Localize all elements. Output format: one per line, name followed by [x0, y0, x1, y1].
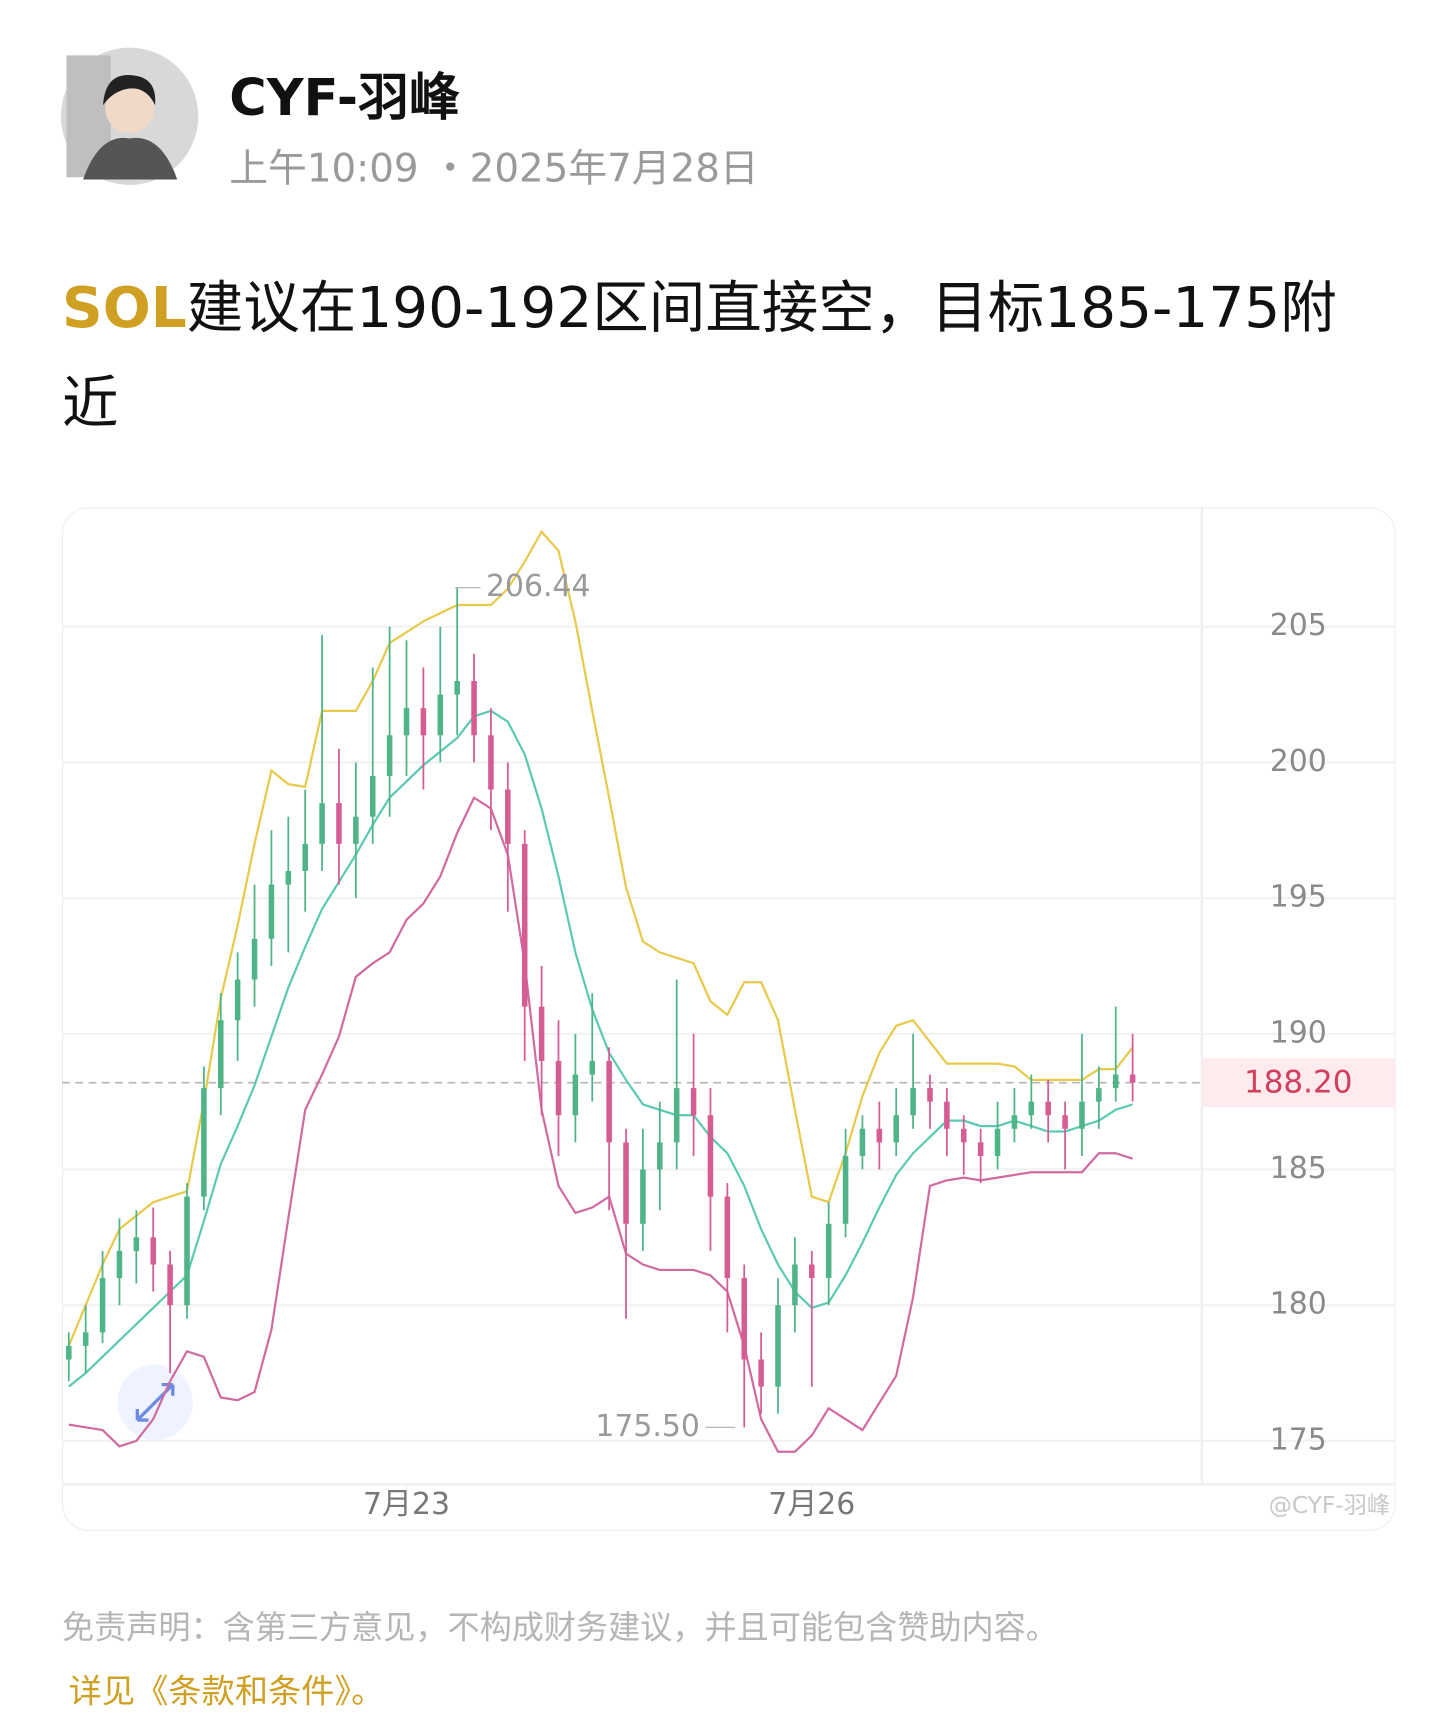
candle-body: [116, 1250, 123, 1279]
candle-body: [82, 1332, 89, 1346]
candle-body: [775, 1305, 781, 1387]
candle-body: [690, 1088, 697, 1116]
candle-body: [217, 1020, 224, 1089]
candle-body: [893, 1115, 899, 1143]
candle-body: [454, 681, 460, 695]
candle-body: [555, 1060, 562, 1116]
candle-body: [167, 1264, 173, 1306]
candle-body: [521, 843, 528, 1007]
candle-body: [66, 1345, 72, 1360]
candle-body: [353, 816, 359, 844]
candle-body: [471, 681, 477, 736]
candle-body: [505, 789, 511, 844]
x-tick-label: 7月26: [768, 1487, 855, 1522]
candle-body: [606, 1060, 612, 1143]
candle-body: [437, 694, 444, 736]
candle-body: [1028, 1101, 1035, 1116]
candle-body: [673, 1088, 680, 1143]
post-meta: 上午10:09 ・2025年7月28日: [229, 137, 758, 193]
post-date: ・2025年7月28日: [430, 147, 759, 192]
candle-body: [572, 1074, 579, 1116]
author-name[interactable]: CYF-羽峰: [229, 67, 460, 128]
candle-body: [285, 870, 292, 885]
candle-body: [336, 803, 342, 844]
y-tick-label: 195: [1270, 880, 1327, 915]
candle-body: [741, 1278, 748, 1360]
candle-body: [707, 1115, 714, 1197]
candle-body: [825, 1223, 832, 1279]
candle-body: [251, 938, 258, 980]
post-body: SOL建议在190-192区间直接空，目标185-175附近: [62, 261, 1391, 452]
candle-body: [319, 803, 325, 844]
candle-body: [927, 1088, 933, 1102]
max-label: 206.44: [486, 569, 591, 604]
post-time: 上午10:09: [229, 147, 419, 192]
last-price-badge: [1201, 1058, 1396, 1108]
y-tick-label: 200: [1270, 744, 1327, 779]
candle-body: [1062, 1115, 1068, 1129]
band-upper: [67, 529, 1134, 1347]
candle-body: [150, 1237, 156, 1265]
candle-body: [876, 1128, 883, 1143]
candle-body: [1079, 1101, 1085, 1129]
candle-body: [960, 1128, 967, 1143]
candle-body: [1096, 1088, 1102, 1102]
candle-body: [369, 775, 376, 817]
x-tick-label: 7月23: [363, 1487, 450, 1522]
candle-body: [944, 1101, 950, 1129]
last-price-label: 188.20: [1244, 1064, 1352, 1100]
candle-body: [657, 1142, 663, 1170]
candle-body: [268, 884, 275, 939]
y-tick-label: 175: [1270, 1422, 1327, 1457]
candle-body: [809, 1264, 815, 1279]
candle-body: [1045, 1101, 1051, 1116]
candle-body: [1112, 1074, 1119, 1089]
candle-body: [623, 1142, 629, 1224]
candle-body: [640, 1169, 646, 1224]
candle-body: [420, 708, 427, 736]
candle-body: [99, 1278, 106, 1333]
y-tick-label: 205: [1270, 608, 1327, 643]
candle-body: [133, 1237, 140, 1251]
candle-body: [234, 979, 241, 1021]
post-text: 建议在190-192区间直接空，目标185-175附近: [62, 275, 1337, 437]
y-tick-label: 185: [1270, 1151, 1327, 1186]
watermark: @CYF-羽峰: [1269, 1492, 1391, 1519]
candle-body: [538, 1006, 545, 1061]
candle-body: [589, 1060, 596, 1075]
candle-body: [1011, 1115, 1018, 1129]
candle-body: [910, 1088, 916, 1116]
min-label: 175.50: [595, 1409, 700, 1444]
chart-card: [62, 507, 1396, 1531]
candle-body: [994, 1128, 1001, 1156]
band-lower: [68, 796, 1133, 1453]
zoom-icon: [135, 1382, 175, 1422]
candle-body: [184, 1196, 190, 1306]
candle-body: [201, 1088, 207, 1197]
y-tick-label: 180: [1270, 1287, 1327, 1322]
terms-link[interactable]: 详见《条款和条件》。: [68, 1672, 385, 1712]
candle-body: [859, 1128, 866, 1156]
candle-body: [403, 708, 410, 736]
candle-body: [1129, 1074, 1136, 1083]
y-tick-label: 190: [1270, 1015, 1327, 1050]
candle-body: [977, 1142, 984, 1156]
ticker[interactable]: SOL: [62, 275, 187, 342]
candle-body: [758, 1359, 764, 1387]
candle-body: [842, 1155, 849, 1224]
candle-body: [302, 843, 308, 871]
candle-body: [386, 735, 393, 776]
candle-body: [792, 1264, 798, 1306]
candle-body: [488, 735, 494, 790]
candle-body: [724, 1196, 731, 1279]
avatar[interactable]: [55, 44, 254, 243]
disclaimer: 免责声明：含第三方意见，不构成财务建议，并且可能包含赞助内容。: [62, 1608, 1058, 1647]
band-middle: [68, 709, 1133, 1388]
